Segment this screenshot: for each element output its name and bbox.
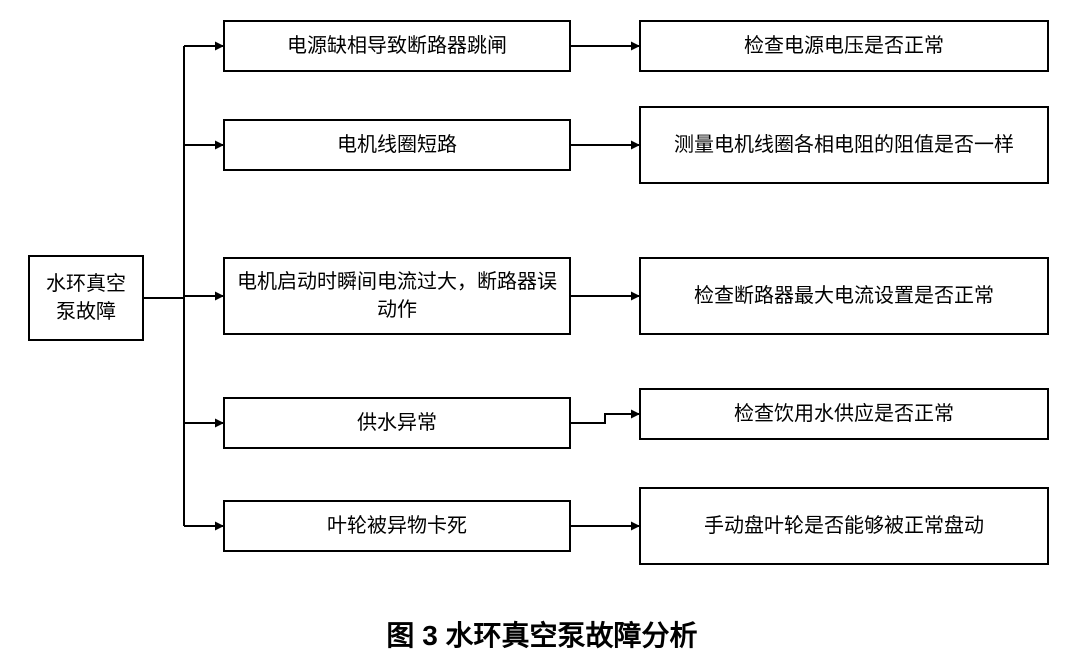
node-root: 水环真空泵故障 <box>28 255 144 341</box>
node-check3: 检查断路器最大电流设置是否正常 <box>639 257 1049 335</box>
node-cause1: 电源缺相导致断路器跳闸 <box>223 20 571 72</box>
node-cause5: 叶轮被异物卡死 <box>223 500 571 552</box>
node-cause3: 电机启动时瞬间电流过大，断路器误动作 <box>223 257 571 335</box>
node-check5: 手动盘叶轮是否能够被正常盘动 <box>639 487 1049 565</box>
node-check1: 检查电源电压是否正常 <box>639 20 1049 72</box>
node-check4: 检查饮用水供应是否正常 <box>639 388 1049 440</box>
figure-caption: 图 3 水环真空泵故障分析 <box>0 614 1084 654</box>
node-check2: 测量电机线圈各相电阻的阻值是否一样 <box>639 106 1049 184</box>
node-cause4: 供水异常 <box>223 397 571 449</box>
node-cause2: 电机线圈短路 <box>223 119 571 171</box>
